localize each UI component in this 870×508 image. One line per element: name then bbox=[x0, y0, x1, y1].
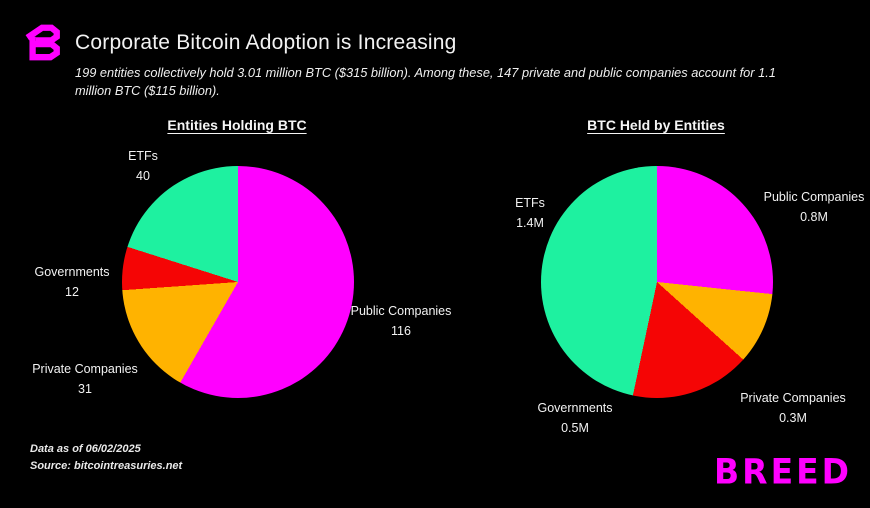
label-value: 0.5M bbox=[561, 421, 589, 435]
label-text: Governments bbox=[537, 401, 613, 415]
breed-wordmark: BREED bbox=[714, 451, 853, 492]
right-chart-title: BTC Held by Entities bbox=[587, 117, 725, 133]
label-value: 12 bbox=[65, 285, 79, 299]
label-value: 40 bbox=[136, 169, 150, 183]
label-text: Private Companies bbox=[740, 391, 846, 405]
pie-entities-holding-btc bbox=[122, 166, 354, 398]
left-chart-title: Entities Holding BTC bbox=[167, 117, 307, 133]
label-value: 0.3M bbox=[779, 411, 807, 425]
pie-label-private-companies: Private Companies 0.3M bbox=[723, 388, 863, 428]
breed-b-logo-icon bbox=[25, 24, 60, 61]
label-value: 0.8M bbox=[800, 210, 828, 224]
pie-btc-held-by-entities bbox=[541, 166, 773, 398]
subtitle: 199 entities collectively hold 3.01 mill… bbox=[75, 64, 835, 100]
label-text: ETFs bbox=[515, 196, 545, 210]
data-as-of: Data as of 06/02/2025 bbox=[30, 443, 141, 455]
pie-label-public-companies: Public Companies 0.8M bbox=[744, 187, 870, 227]
page-title: Corporate Bitcoin Adoption is Increasing bbox=[75, 31, 457, 54]
label-text: Public Companies bbox=[350, 304, 452, 318]
label-text: Private Companies bbox=[32, 362, 138, 376]
subtitle-line-1: 199 entities collectively hold 3.01 mill… bbox=[75, 65, 776, 80]
pie-label-governments: Governments 12 bbox=[12, 262, 132, 302]
pie-label-etfs: ETFs 1.4M bbox=[480, 193, 580, 233]
pie-label-etfs: ETFs 40 bbox=[93, 146, 193, 186]
pie-label-governments: Governments 0.5M bbox=[515, 398, 635, 438]
label-text: Public Companies bbox=[763, 190, 865, 204]
source-credit: Source: bitcointreasuries.net bbox=[30, 459, 183, 472]
pie-label-private-companies: Private Companies 31 bbox=[10, 359, 160, 399]
label-value: 31 bbox=[78, 382, 92, 396]
label-value: 116 bbox=[391, 324, 411, 338]
label-text: ETFs bbox=[128, 149, 158, 163]
pie-label-public-companies: Public Companies 116 bbox=[331, 301, 471, 341]
label-text: Governments bbox=[34, 265, 110, 279]
subtitle-line-2: million BTC ($115 billion). bbox=[75, 83, 220, 99]
label-value: 1.4M bbox=[516, 216, 544, 230]
footer-note: Data as of 06/02/2025 Source: bitcointre… bbox=[30, 441, 182, 474]
